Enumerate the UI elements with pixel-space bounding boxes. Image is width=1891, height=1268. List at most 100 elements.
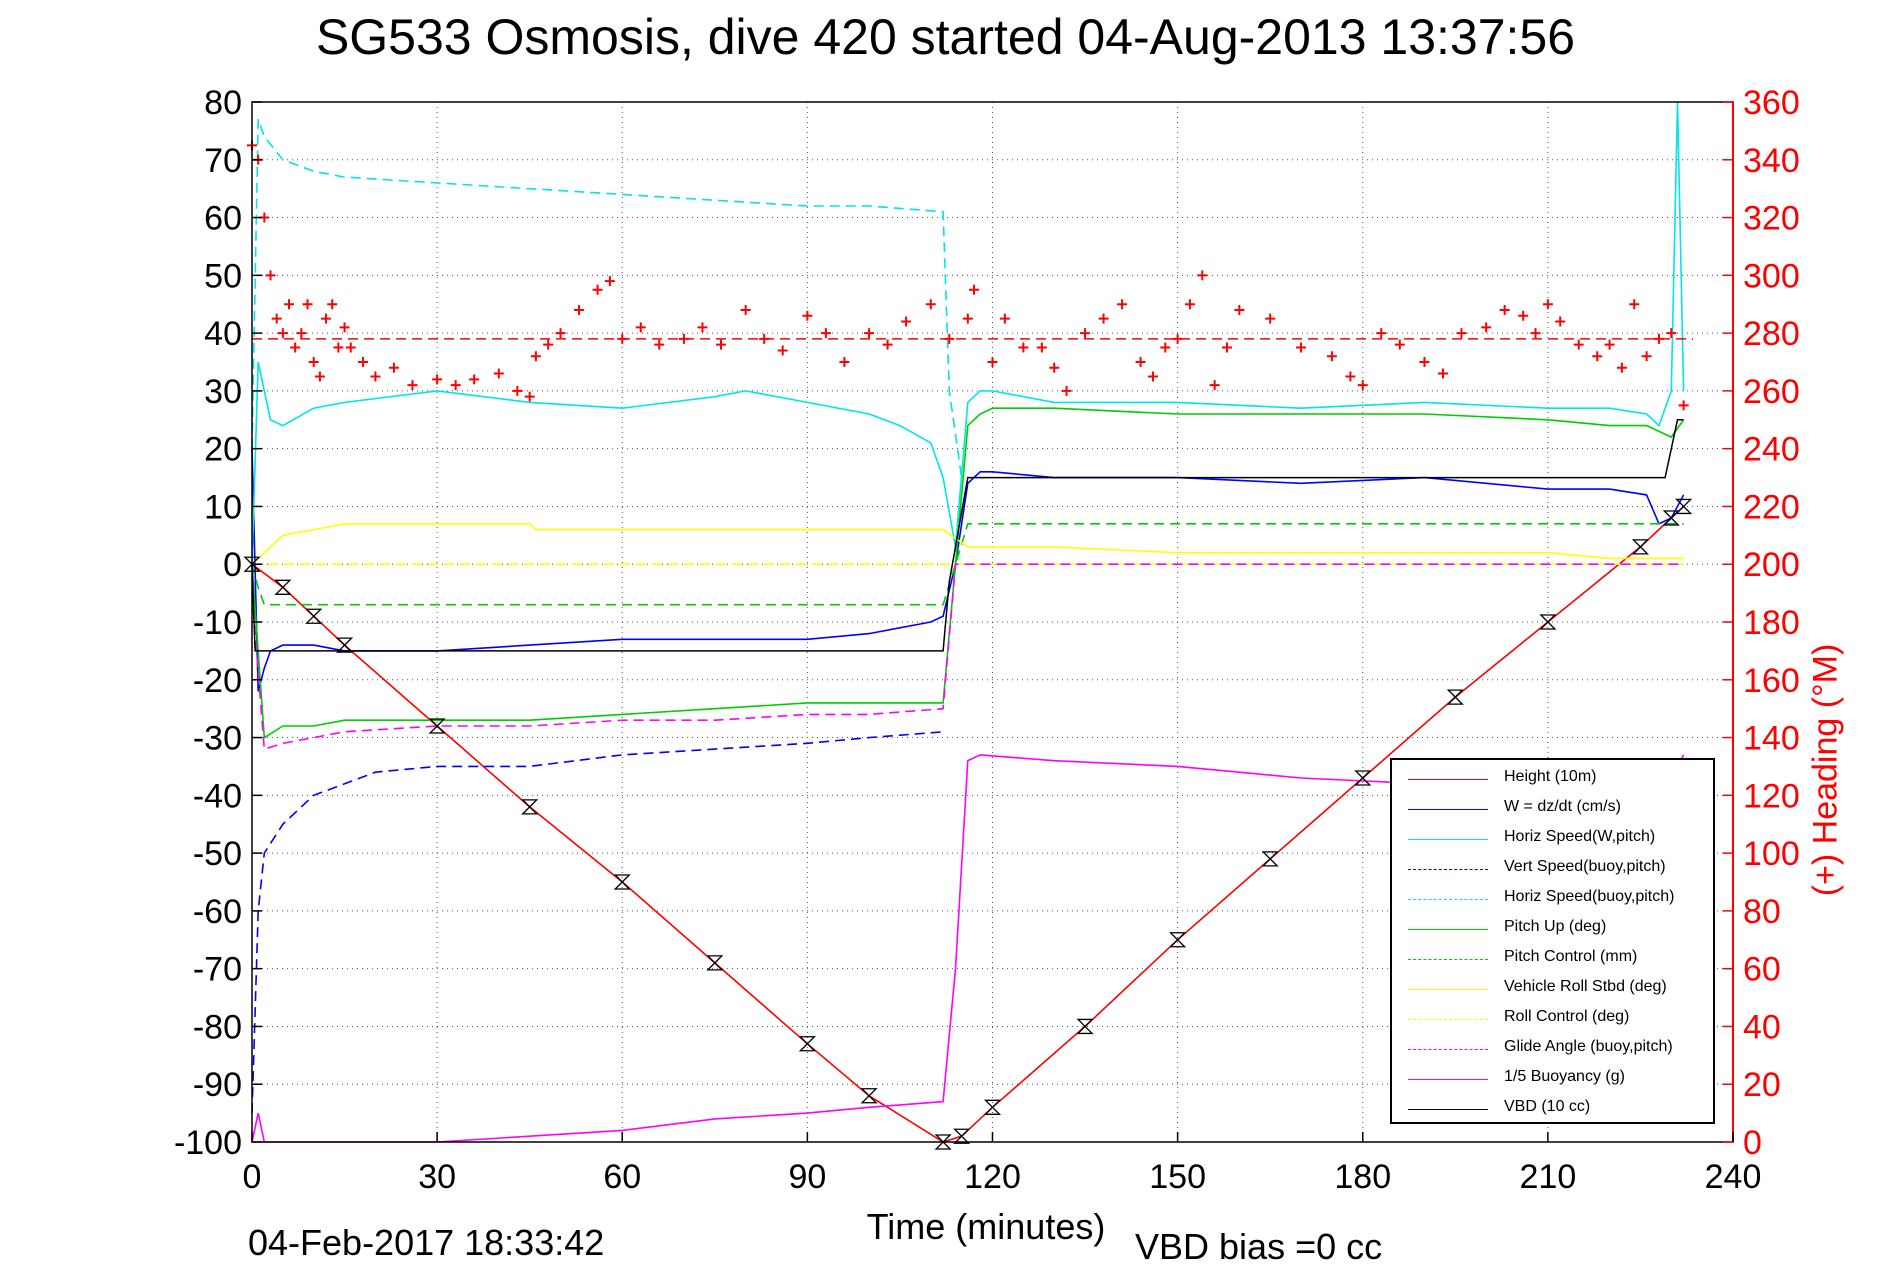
y-tick-label: 40 — [204, 315, 242, 353]
y2-tick-label: 260 — [1743, 373, 1800, 411]
y-tick-label: -80 — [193, 1008, 242, 1046]
y2-tick-label: 340 — [1743, 142, 1800, 180]
heading-point — [604, 276, 615, 287]
y2-axis-label: (+) Heading (°M) — [1806, 643, 1845, 897]
y-tick-label: -90 — [193, 1066, 242, 1104]
legend-label: Roll Control (deg) — [1504, 1008, 1630, 1025]
heading-point — [1160, 342, 1171, 353]
y2-tick-label: 120 — [1743, 777, 1800, 815]
y2-tick-label: 80 — [1743, 893, 1781, 931]
y2-tick-label: 160 — [1743, 662, 1800, 700]
chart-title: SG533 Osmosis, dive 420 started 04-Aug-2… — [315, 9, 1576, 65]
y-tick-label: -50 — [193, 835, 242, 873]
x-tick-label: 30 — [418, 1158, 456, 1196]
legend-swatch — [1408, 869, 1488, 870]
heading-point — [962, 313, 973, 324]
y-tick-label: -10 — [193, 604, 242, 642]
heading-point — [555, 328, 566, 339]
heading-point — [1326, 351, 1337, 362]
y-tick-label: 50 — [204, 257, 242, 295]
series-line-0 — [251, 505, 1685, 1143]
height-marker — [860, 1088, 878, 1104]
legend-entry: Height (10m) — [1392, 764, 1713, 794]
y-tick-label: -20 — [193, 662, 242, 700]
heading-point — [592, 284, 603, 295]
heading-point — [839, 357, 850, 367]
height-marker — [953, 1128, 971, 1144]
heading-point — [1135, 357, 1146, 367]
legend-entry: 1/5 Buoyancy (g) — [1392, 1064, 1713, 1094]
height-marker — [1675, 498, 1693, 515]
heading-point — [284, 299, 295, 310]
y2-tick-label: 200 — [1743, 546, 1800, 584]
height-marker — [613, 874, 631, 890]
heading-point — [1666, 328, 1677, 339]
heading-point — [987, 357, 998, 367]
legend-swatch — [1408, 839, 1488, 840]
legend-entry: W = dz/dt (cm/s) — [1392, 794, 1713, 824]
heading-point — [524, 391, 535, 402]
heading-point — [314, 371, 325, 382]
legend-swatch — [1408, 959, 1488, 960]
heading-point — [1234, 305, 1245, 315]
legend-swatch — [1408, 1079, 1488, 1080]
heading-point — [1117, 299, 1128, 310]
vbd-bias-label: VBD bias =0 cc — [1135, 1226, 1383, 1267]
heading-point — [697, 322, 708, 333]
heading-point — [1018, 342, 1029, 353]
legend-label: VBD (10 cc) — [1504, 1098, 1591, 1115]
height-marker — [983, 1099, 1002, 1115]
footer-timestamp: 04-Feb-2017 18:33:42 — [248, 1222, 605, 1263]
legend-label: W = dz/dt (cm/s) — [1504, 798, 1621, 815]
height-marker — [1076, 1018, 1094, 1035]
legend-swatch — [1408, 779, 1488, 780]
heading-point — [715, 339, 726, 350]
heading-point — [1080, 328, 1091, 339]
legend-swatch — [1408, 989, 1488, 990]
heading-point — [327, 299, 338, 310]
heading-point — [1499, 305, 1510, 315]
heading-point — [1394, 339, 1405, 350]
legend-entry: Pitch Up (deg) — [1392, 914, 1713, 944]
legend-entry: Glide Angle (buoy,pitch) — [1392, 1034, 1713, 1064]
heading-point — [1481, 322, 1492, 333]
legend-entry: Roll Control (deg) — [1392, 1004, 1713, 1034]
height-marker — [243, 556, 261, 572]
y-tick-label: -40 — [193, 777, 242, 815]
height-marker — [521, 799, 539, 815]
heading-point — [968, 284, 979, 295]
heading-point — [999, 313, 1010, 324]
legend-entry: Vehicle Roll Stbd (deg) — [1392, 974, 1713, 1004]
heading-point — [370, 371, 381, 382]
y2-tick-label: 40 — [1743, 1008, 1781, 1046]
legend-entry: VBD (10 cc) — [1392, 1094, 1713, 1124]
heading-point — [654, 339, 665, 350]
height-marker — [1539, 614, 1557, 630]
heading-point — [635, 322, 646, 333]
heading-point — [432, 374, 443, 385]
heading-point — [1172, 333, 1183, 344]
heading-point — [450, 380, 461, 391]
heading-point — [820, 328, 831, 339]
heading-point — [1296, 342, 1307, 353]
heading-point — [864, 328, 875, 339]
heading-point — [1265, 313, 1276, 324]
heading-point — [530, 351, 541, 362]
heading-point — [678, 333, 689, 344]
height-marker — [1354, 770, 1372, 786]
heading-point — [277, 328, 288, 339]
y2-tick-label: 280 — [1743, 315, 1800, 353]
y-tick-label: -30 — [193, 720, 242, 758]
height-marker — [798, 1036, 816, 1052]
legend-entry: Horiz Speed(buoy,pitch) — [1392, 884, 1713, 914]
y2-tick-label: 300 — [1743, 257, 1800, 295]
heading-point — [1616, 362, 1627, 373]
legend-label: Pitch Up (deg) — [1504, 918, 1607, 935]
heading-point — [308, 357, 319, 367]
height-marker — [305, 608, 323, 624]
series-line-1 — [251, 448, 1685, 692]
height-marker — [1631, 539, 1650, 555]
heading-point — [802, 310, 813, 321]
heading-point — [271, 313, 282, 324]
heading-point — [543, 339, 554, 350]
